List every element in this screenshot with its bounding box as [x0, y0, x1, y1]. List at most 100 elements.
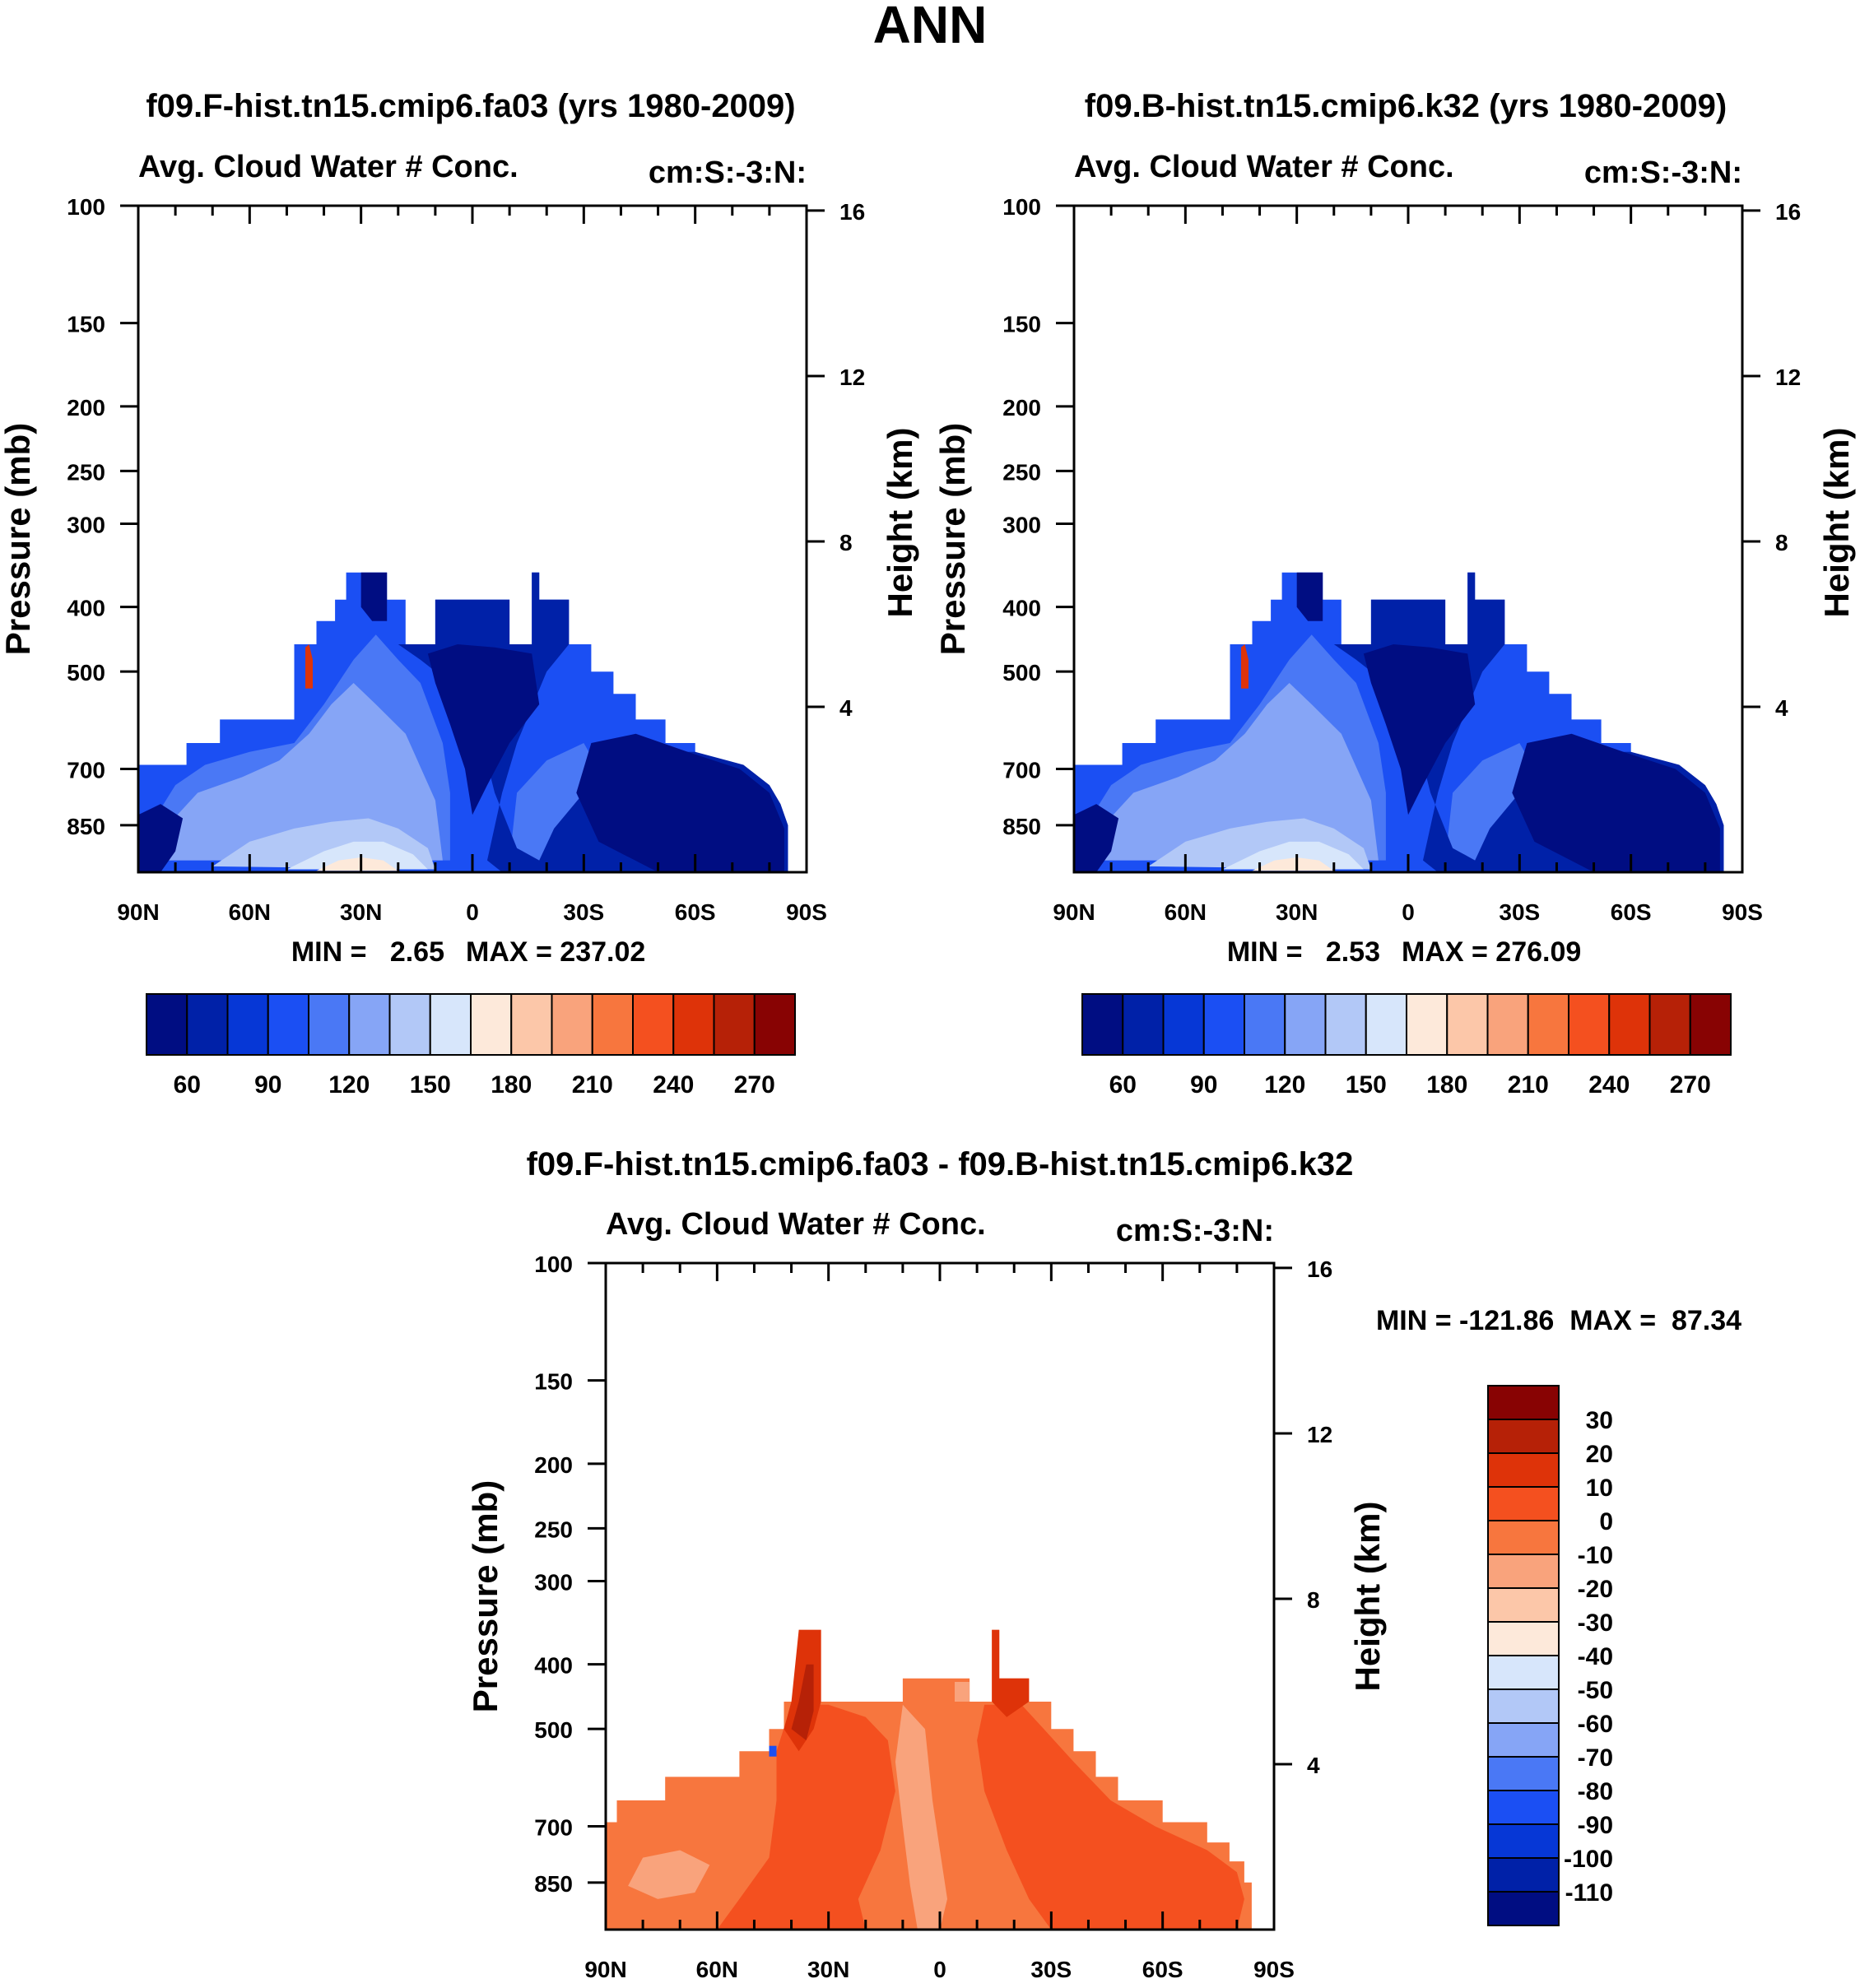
colorbar-label: -10 [1578, 1542, 1613, 1569]
height-axis: 16 12 8 4 [1274, 1256, 1332, 1778]
colorbar-box-1 [1122, 993, 1165, 1056]
x-tick-label: 90N [117, 899, 159, 925]
colorbar-label: 30 [1586, 1407, 1613, 1434]
colorbar-box-1 [186, 993, 229, 1056]
colorbar-box-8 [1487, 1655, 1560, 1690]
colorbar-box-1 [1487, 1419, 1560, 1454]
contour-region-10 [360, 572, 388, 621]
y-axis-label: Pressure (mb) [933, 423, 972, 655]
y-tick-label: 850 [67, 814, 105, 839]
colorbar-label: -40 [1578, 1643, 1613, 1670]
min-label: MIN = 2.65 [291, 936, 444, 968]
contour-region-10 [1296, 572, 1323, 621]
colorbar-box-0 [1487, 1385, 1560, 1420]
colorbar-box-12 [1487, 1790, 1560, 1825]
y-tick-label: 300 [1002, 512, 1041, 537]
y-tick-label: 250 [1002, 459, 1041, 485]
colorbar-label: -110 [1565, 1879, 1613, 1907]
height-tick-label: 16 [839, 199, 865, 225]
colorbar-box-0 [146, 993, 188, 1056]
colorbar-box-11 [591, 993, 634, 1056]
colorbar-box-6 [1324, 993, 1367, 1056]
x-tick-label: 60N [1165, 899, 1207, 925]
colorbar-box-3 [1487, 1486, 1560, 1521]
pressure-axis: 100 150 200 250 300 400 500 700 850 [67, 194, 138, 839]
y-tick-label: 500 [534, 1717, 573, 1743]
contour-region-5 [316, 857, 398, 871]
colorbar-label: 10 [1586, 1475, 1613, 1502]
latitude-axis: 90N 60N 30N 0 30S 60S 90S [584, 1263, 1295, 1982]
colorbar-label: 60 [174, 1071, 201, 1099]
colorbar-box-14 [1487, 1857, 1560, 1893]
colorbar-label: 210 [572, 1071, 613, 1099]
contour-region-7 [992, 1629, 1030, 1717]
panel-subtitle-right: cm:S:-3:N: [649, 156, 807, 190]
contour-region-9 [138, 804, 184, 872]
contour-region-7 [1363, 644, 1476, 815]
y-tick-label: 500 [67, 660, 105, 685]
colorbar-box-10 [1487, 1722, 1560, 1758]
x-tick-label: 60S [1611, 899, 1652, 925]
colorbar-label: -80 [1578, 1778, 1613, 1805]
y-tick-label: 700 [1002, 758, 1041, 783]
colorbar-box-8 [470, 993, 513, 1056]
y-tick-label: 250 [534, 1517, 573, 1542]
contour-field [1074, 572, 1724, 872]
panel-title: f09.F-hist.tn15.cmip6.fa03 - f09.B-hist.… [527, 1146, 1354, 1182]
x-tick-label: 90S [1722, 899, 1763, 925]
x-tick-label: 30S [563, 899, 604, 925]
x-tick-label: 30S [1499, 899, 1540, 925]
height-tick-label: 8 [839, 530, 853, 555]
colorbar-box-12 [1568, 993, 1611, 1056]
y-tick-label: 100 [67, 194, 105, 220]
colorbar-label: 270 [734, 1071, 775, 1099]
contour-region-8 [576, 733, 784, 872]
y-tick-label: 100 [534, 1252, 573, 1277]
height-tick-label: 12 [839, 365, 865, 390]
y-tick-label: 200 [1002, 395, 1041, 420]
height-tick-label: 12 [1775, 365, 1801, 390]
height-tick-label: 8 [1775, 530, 1788, 555]
panel-subtitle-right: cm:S:-3:N: [1116, 1214, 1274, 1248]
colorbar-label: 20 [1586, 1441, 1613, 1468]
y-tick-label: 850 [1002, 814, 1041, 839]
contour-region-2 [1089, 683, 1379, 861]
contour-region-3 [895, 1704, 947, 1930]
height-tick-label: 4 [839, 695, 853, 721]
colorbar-box-3 [1202, 993, 1245, 1056]
colorbar-label: -20 [1578, 1576, 1613, 1603]
panel-subtitle-left: Avg. Cloud Water # Conc. [1074, 150, 1454, 184]
colorbar-box-9 [1487, 1688, 1560, 1724]
colorbar-box-5 [348, 993, 391, 1056]
colorbar-box-4 [1487, 1520, 1560, 1555]
colorbar-box-6 [1487, 1587, 1560, 1623]
panel-difference: f09.F-hist.tn15.cmip6.fa03 - f09.B-hist.… [466, 1146, 1741, 1982]
panel-fa03: f09.F-hist.tn15.cmip6.fa03 (yrs 1980-200… [0, 88, 919, 1099]
x-tick-label: 60S [1142, 1957, 1183, 1982]
colorbar-box-7 [1365, 993, 1407, 1056]
colorbar-box-8 [1406, 993, 1448, 1056]
y-axis-label: Pressure (mb) [0, 423, 37, 655]
colorbar-label: 180 [1426, 1071, 1467, 1099]
contour-region-8 [1512, 733, 1720, 872]
contour-region-11 [305, 644, 313, 689]
y-right-axis-label: Height (km) [1348, 1502, 1387, 1692]
contour-region-2 [153, 683, 443, 861]
colorbar: 60 90 120 150 180 210 240 270 [146, 993, 796, 1099]
y-tick-label: 200 [534, 1452, 573, 1478]
colorbar-box-2 [1487, 1452, 1560, 1488]
colorbar-label: 90 [254, 1071, 281, 1099]
colorbar-label: 150 [410, 1071, 451, 1099]
panel-title: f09.F-hist.tn15.cmip6.fa03 (yrs 1980-200… [146, 88, 795, 124]
max-label: MAX = 237.02 [466, 936, 645, 968]
colorbar-label: 0 [1599, 1508, 1613, 1535]
x-tick-label: 30S [1030, 1957, 1072, 1982]
colorbar: 60 90 120 150 180 210 240 270 [1081, 993, 1732, 1099]
colorbar-box-12 [632, 993, 675, 1056]
contour-region-2 [977, 1704, 1244, 1930]
pressure-axis: 100 150 200 250 300 400 500 700 850 [1002, 194, 1074, 839]
y-tick-label: 500 [1002, 660, 1041, 685]
contour-region-9 [769, 1745, 777, 1757]
colorbar-box-10 [551, 993, 593, 1056]
height-tick-label: 12 [1307, 1422, 1332, 1447]
